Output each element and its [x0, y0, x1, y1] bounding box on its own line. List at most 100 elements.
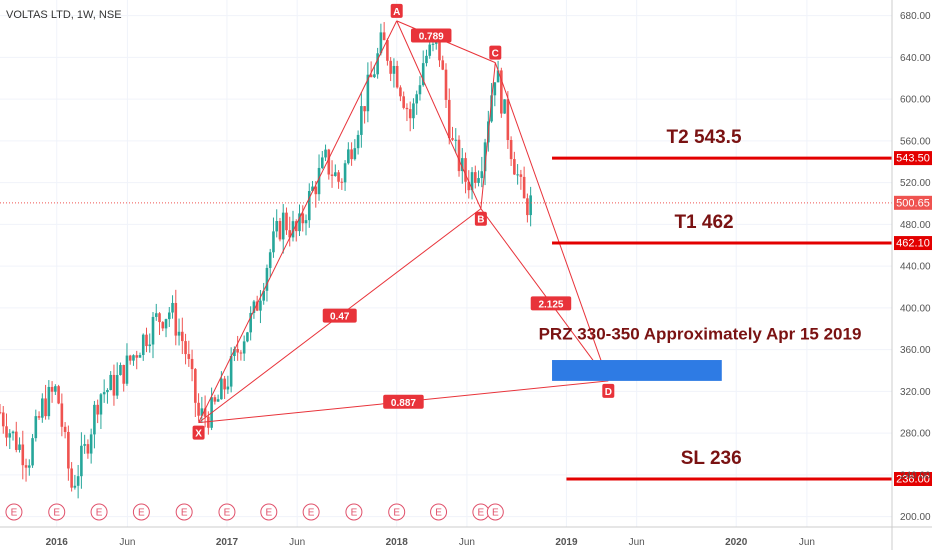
- candle-body: [213, 397, 217, 402]
- candle-body: [285, 212, 288, 231]
- candle-body: [509, 140, 513, 160]
- candle-body: [272, 231, 275, 253]
- candle-body: [392, 65, 396, 74]
- earnings-marker-label: E: [138, 508, 145, 519]
- x-tick-label: 2019: [555, 537, 578, 548]
- candlesticks: [0, 22, 532, 499]
- pattern-point-label: C: [492, 49, 499, 60]
- candle-body: [460, 158, 464, 172]
- candle-body: [161, 322, 165, 329]
- candle-body: [395, 65, 399, 88]
- candle-body: [373, 74, 376, 78]
- earnings-marker-label: E: [393, 508, 400, 519]
- ratio-badge: [383, 394, 424, 409]
- y-tick-label: 600.00: [900, 95, 931, 106]
- earnings-marker: [260, 503, 278, 521]
- ratio-label: 2.125: [538, 299, 563, 310]
- candle-body: [281, 212, 285, 240]
- candle-body: [184, 341, 187, 355]
- level-tag-label: 236.00: [896, 473, 930, 485]
- candle-body: [229, 356, 233, 387]
- candle-body: [242, 341, 246, 354]
- candle-body: [402, 96, 405, 108]
- candle-body: [347, 149, 350, 164]
- candle-body: [506, 99, 510, 141]
- pattern-point-label: X: [195, 429, 202, 440]
- pattern-point-badge: [390, 3, 403, 18]
- candle-body: [516, 174, 519, 176]
- ratio-label: 0.47: [330, 312, 350, 323]
- x-tick-label: 2018: [386, 537, 409, 548]
- candle-body: [174, 302, 178, 336]
- y-tick-label: 360.00: [900, 345, 931, 356]
- earnings-marker-label: E: [11, 508, 18, 519]
- candle-body: [200, 408, 204, 416]
- y-tick-label: 240.00: [900, 470, 931, 481]
- candle-body: [249, 312, 252, 333]
- earnings-marker-label: E: [265, 508, 272, 519]
- candle-body: [470, 172, 474, 191]
- candle-body: [239, 352, 243, 354]
- x-tick-label: 2020: [725, 537, 748, 548]
- candle-body: [226, 386, 230, 390]
- candle-body: [389, 60, 392, 74]
- earnings-marker: [218, 503, 236, 521]
- candle-body: [379, 32, 383, 54]
- candle-body: [128, 355, 132, 361]
- candle-body: [307, 191, 311, 221]
- last-price-tag: [894, 195, 932, 210]
- candle-body: [464, 158, 467, 182]
- candle-body: [480, 171, 484, 179]
- y-tick-label: 320.00: [900, 387, 931, 398]
- level-tag-label: 462.10: [896, 238, 930, 250]
- candle-body: [369, 74, 373, 78]
- candle-body: [132, 355, 135, 361]
- earnings-marker: [302, 503, 320, 521]
- candle-body: [57, 386, 60, 404]
- candle-body: [503, 99, 506, 114]
- y-tick-label: 560.00: [900, 136, 931, 147]
- candle-body: [63, 426, 67, 432]
- candle-body: [21, 444, 25, 466]
- candle-body: [207, 416, 210, 428]
- candle-body: [334, 172, 337, 176]
- candle-body: [301, 213, 305, 224]
- y-tick-label: 680.00: [900, 11, 931, 22]
- candle-body: [86, 444, 90, 454]
- candle-body: [122, 364, 126, 384]
- candle-body: [376, 53, 379, 75]
- leg-cd: [494, 62, 609, 382]
- x-tick-label: Jun: [119, 537, 135, 548]
- candle-body: [27, 465, 31, 468]
- candle-body: [343, 163, 347, 183]
- pattern-point-badge: [602, 383, 615, 398]
- candle-body: [477, 178, 480, 183]
- prz-box: [552, 360, 722, 381]
- candle-body: [187, 354, 191, 359]
- candle-body: [177, 331, 181, 336]
- candle-body: [99, 394, 103, 415]
- y-tick-label: 440.00: [900, 262, 931, 273]
- level-title-t1: T1 462: [674, 212, 733, 233]
- candle-body: [457, 139, 461, 172]
- candle-body: [41, 398, 44, 418]
- candle-body: [330, 174, 334, 176]
- candle-body: [262, 290, 265, 301]
- leg-bc: [480, 62, 496, 209]
- candle-body: [259, 300, 262, 311]
- ratio-label: 0.887: [391, 398, 416, 409]
- candle-body: [425, 55, 428, 64]
- candle-body: [500, 70, 503, 114]
- candle-body: [473, 172, 477, 183]
- candle-body: [255, 301, 259, 311]
- earnings-marker-label: E: [478, 508, 485, 519]
- candle-body: [1, 412, 5, 427]
- pattern-point-label: A: [393, 7, 400, 18]
- candle-body: [0, 412, 2, 414]
- earnings-marker-label: E: [96, 508, 103, 519]
- candle-body: [50, 386, 54, 392]
- candle-body: [353, 148, 357, 160]
- pattern-point-label: B: [477, 215, 484, 226]
- candle-body: [109, 374, 112, 391]
